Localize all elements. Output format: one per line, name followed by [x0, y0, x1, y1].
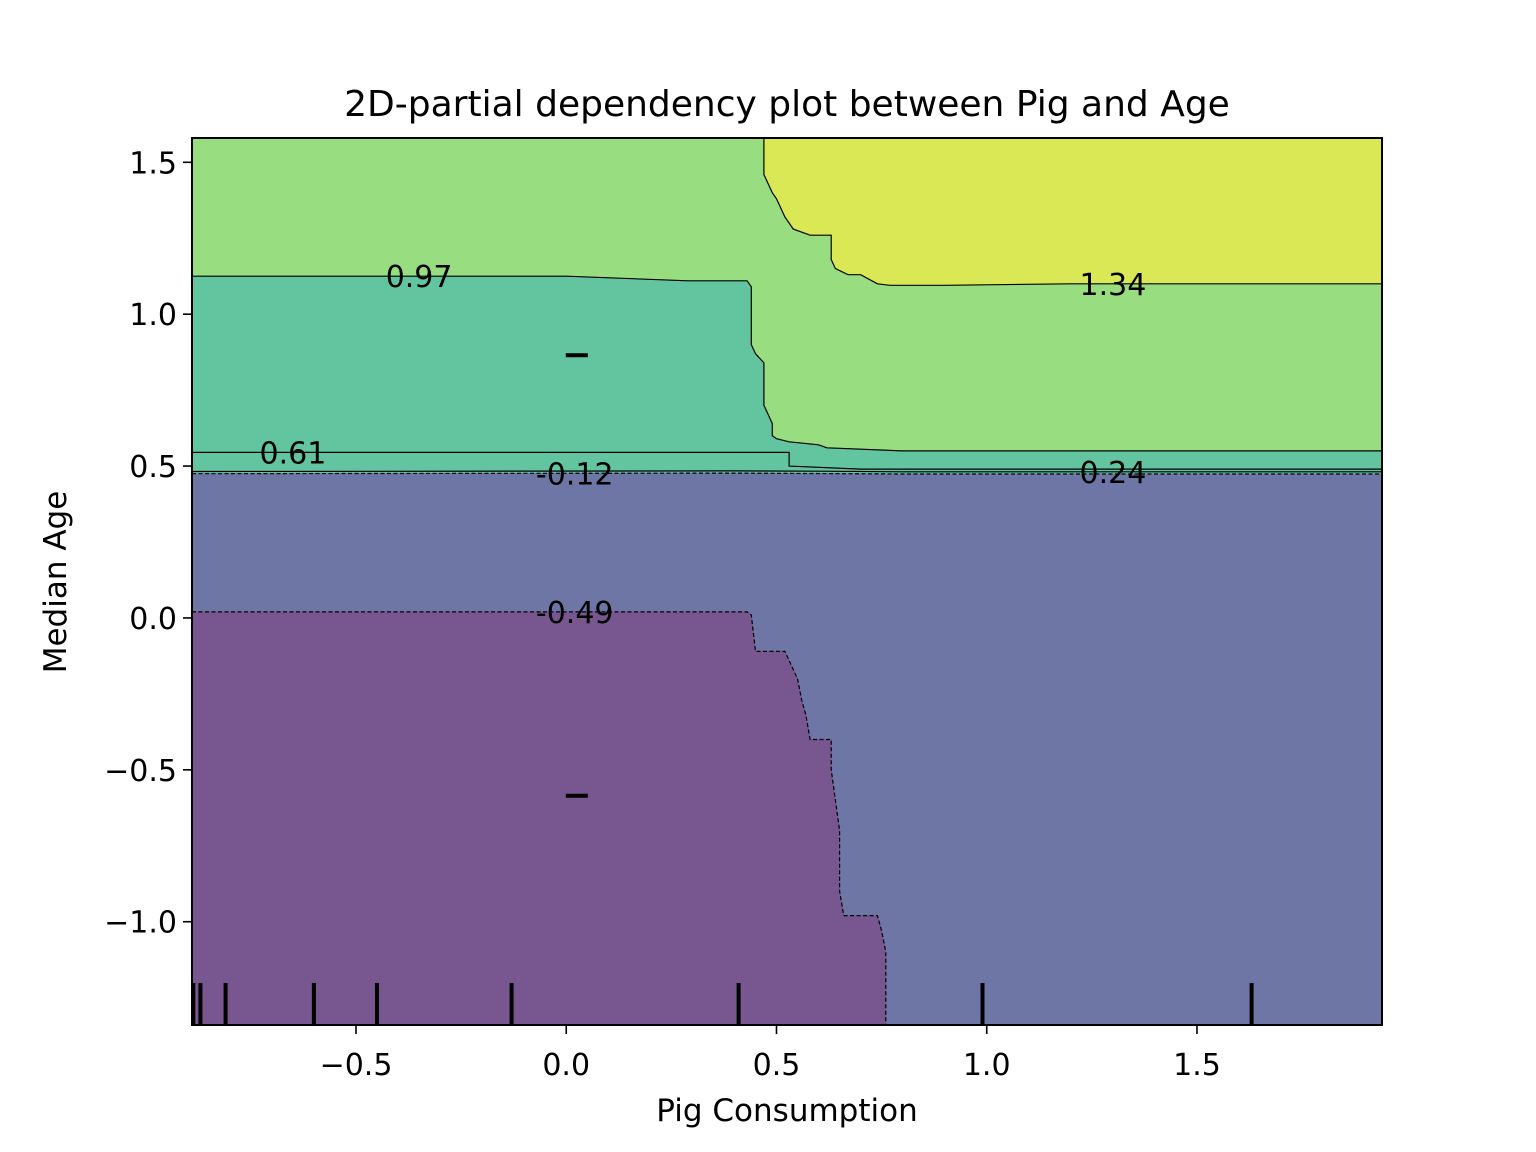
contour-label: -0.49 — [536, 596, 614, 631]
contour-label: 0.97 — [386, 260, 453, 295]
chart-title: 2D-partial dependency plot between Pig a… — [344, 84, 1230, 125]
x-tick-label: 0.5 — [753, 1048, 801, 1083]
y-axis-label: Median Age — [38, 491, 74, 674]
y-axis: 1.5 1.0 0.5 0.0 −0.5 −1.0 — [104, 146, 192, 941]
contour-line — [192, 472, 1382, 475]
contour-line — [192, 611, 887, 1025]
y-tick-label: −1.0 — [104, 906, 177, 941]
contour-line — [192, 275, 1382, 452]
contour-line — [763, 138, 1382, 286]
x-tick-label: 1.5 — [1173, 1048, 1221, 1083]
contour-label: 0.24 — [1080, 456, 1147, 491]
y-tick-label: 1.5 — [129, 146, 177, 181]
x-tick-label: −0.5 — [320, 1048, 393, 1083]
region-yellow — [763, 138, 1382, 286]
center-marks — [565, 353, 588, 798]
contour-line — [192, 470, 1382, 473]
region-purple — [192, 611, 887, 1025]
y-tick-label: 1.0 — [129, 298, 177, 333]
x-axis-label: Pig Consumption — [656, 1093, 917, 1129]
y-tick-label: 0.5 — [129, 450, 177, 485]
plot-frame — [191, 137, 1383, 1026]
y-tick-label: 0.0 — [129, 602, 177, 637]
decile-marks — [191, 983, 1254, 1025]
contour-line — [192, 451, 1382, 470]
contour-label: 0.61 — [260, 436, 327, 471]
x-tick-label: 0.0 — [542, 1048, 590, 1083]
contour-label: 1.34 — [1080, 268, 1147, 303]
plot-area: -0.49 -0.12 0.24 0.61 0.97 1.34 — [191, 137, 1383, 1026]
x-tick-label: 1.0 — [963, 1048, 1011, 1083]
contour-regions — [192, 138, 1382, 1025]
contour-lines — [192, 138, 1382, 1025]
y-tick-label: −0.5 — [104, 754, 177, 789]
contour-label: -0.12 — [536, 458, 614, 493]
x-axis: −0.5 0.0 0.5 1.0 1.5 — [320, 1025, 1221, 1083]
contour-labels: -0.49 -0.12 0.24 0.61 0.97 1.34 — [260, 260, 1147, 631]
